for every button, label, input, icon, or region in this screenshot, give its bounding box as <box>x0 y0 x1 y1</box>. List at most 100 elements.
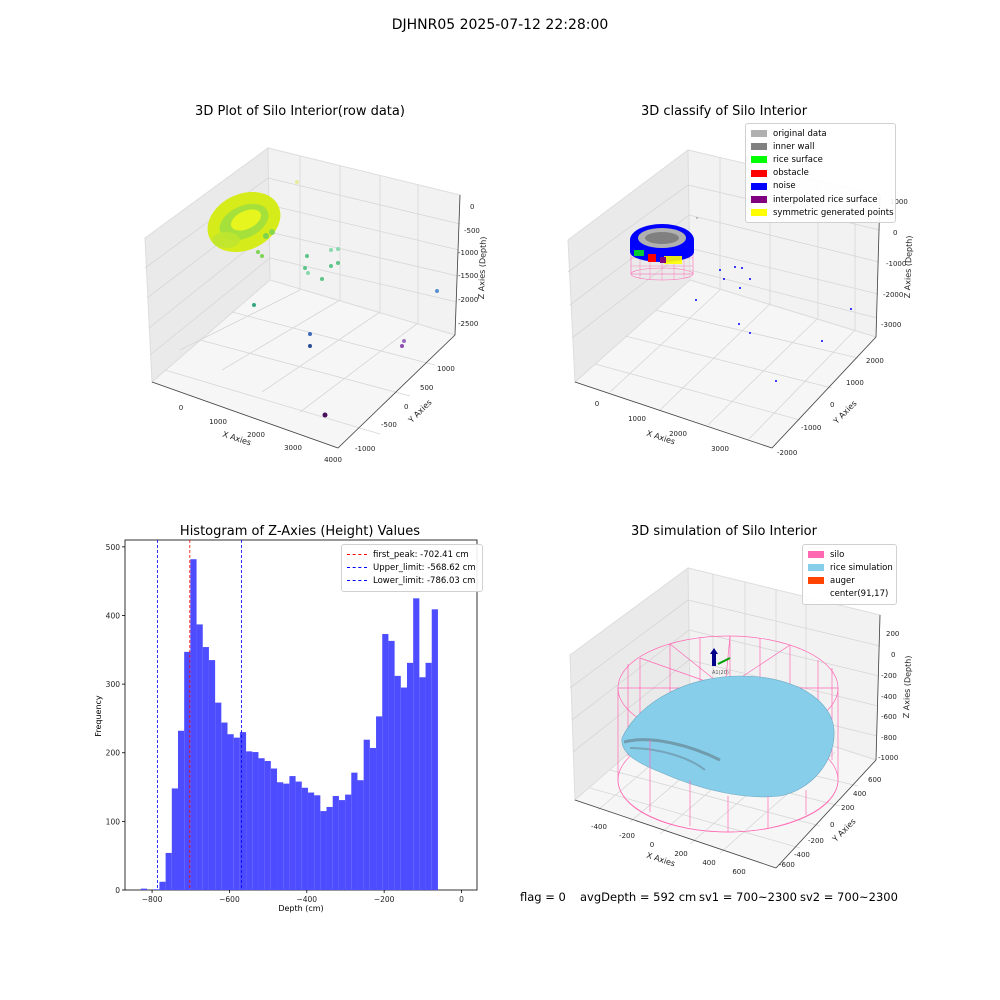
panel4-x-tick: 600 <box>732 868 745 876</box>
panel4-3d-plot[interactable]: A1(20) -400 -200 0 200 400 600 -600 -400… <box>560 560 920 880</box>
legend-item: rice simulation <box>808 561 893 574</box>
histogram-bar <box>320 811 327 890</box>
legend-item: center(91,17) <box>808 588 891 601</box>
histogram-bar <box>425 662 432 890</box>
panel4-x-tick: 400 <box>702 859 715 867</box>
histogram-bar <box>326 806 333 890</box>
panel1-y-tick: 500 <box>420 384 433 392</box>
legend-swatch <box>808 577 824 585</box>
histogram-y-label: Frequency <box>94 695 103 737</box>
histogram-bar <box>357 780 364 890</box>
histogram-bar <box>264 760 271 890</box>
histogram-bar <box>252 752 259 890</box>
panel2-z-label: Z Axies (Depth) <box>903 235 914 298</box>
legend-label: Lower_limit: -786.03 cm <box>373 575 476 586</box>
histogram-bar <box>345 794 352 890</box>
histogram-bar <box>406 662 414 890</box>
panel2-legend: original data inner wall rice surface obsta… <box>745 123 896 224</box>
histogram-bar <box>301 787 308 890</box>
panel4-y-tick: 200 <box>841 804 854 812</box>
panel2-z-tick: -2000 <box>883 291 903 299</box>
panel4-x-tick: 0 <box>650 841 654 849</box>
legend-swatch <box>347 554 367 556</box>
panel1-title: 3D Plot of Silo Interior(row data) <box>195 104 405 119</box>
histogram-bar <box>270 768 278 890</box>
histogram-bar <box>177 730 185 890</box>
histogram-bar <box>363 739 370 890</box>
histogram-legend: first_peak: -702.41 cm Upper_limit: -568.… <box>341 544 483 592</box>
histogram-bar <box>184 651 191 890</box>
sv2-text: sv2 = 700~2300 <box>800 890 898 904</box>
sv1-text: sv1 = 700~2300 <box>699 890 797 904</box>
panel1-z-label: Z Axies (Depth) <box>477 236 488 299</box>
panel1-3d-plot[interactable]: 0 1000 2000 3000 4000 -1000 -500 0 500 1… <box>130 140 500 470</box>
legend-item: symmetric generated points <box>751 206 894 219</box>
panel2-y-tick: -1000 <box>801 424 821 432</box>
panel1-z-tick: -1000 <box>458 249 478 257</box>
panel4-x-tick: -400 <box>591 823 607 831</box>
panel4-silo-simulation: A1(20) <box>617 635 839 833</box>
histogram-bar <box>413 598 420 890</box>
legend-item: original data <box>751 127 890 140</box>
histogram-bar <box>258 758 265 890</box>
panel2-y-tick: 0 <box>830 401 834 409</box>
legend-label: first_peak: -702.41 cm <box>373 549 469 560</box>
legend-swatch <box>808 591 824 598</box>
panel4-y-tick: 600 <box>868 776 881 784</box>
histogram-bar <box>202 647 209 890</box>
panel4-ticks: -400 -200 0 200 400 600 -600 -400 -200 0… <box>591 630 899 876</box>
panel1-z-tick: -2000 <box>458 296 478 304</box>
legend-label: inner wall <box>773 141 815 152</box>
legend-item: Upper_limit: -568.62 cm <box>347 561 477 574</box>
histogram-y-tick: 0 <box>115 886 120 895</box>
legend-swatch <box>751 169 767 177</box>
histogram-chart[interactable]: −800 −600 −400 −200 0 0 100 200 300 400 500 Depth… <box>90 530 490 920</box>
panel1-y-tick: 0 <box>404 403 408 411</box>
histogram-bar <box>171 788 178 890</box>
legend-label: Upper_limit: -568.62 cm <box>373 562 476 573</box>
histogram-bar <box>419 677 426 890</box>
panel4-x-tick: 200 <box>674 850 687 858</box>
panel1-x-tick: 1000 <box>209 418 227 426</box>
histogram-bar <box>159 881 166 890</box>
histogram-bar <box>165 852 172 890</box>
panel2-x-tick: 1000 <box>628 415 646 423</box>
histogram-bar <box>227 734 234 890</box>
histogram-bar <box>332 795 339 890</box>
histogram-bar <box>221 722 228 890</box>
histogram-bar <box>351 772 358 890</box>
panel2-z-tick: -3000 <box>881 321 901 329</box>
legend-swatch <box>751 182 767 190</box>
panel1-y-tick: 1000 <box>437 365 455 373</box>
legend-item: inner wall <box>751 140 890 153</box>
histogram-x-tick: −400 <box>296 895 317 904</box>
histogram-x-tick: 0 <box>459 895 464 904</box>
histogram-bar <box>190 559 197 890</box>
panel4-x-label: X Axies <box>645 851 676 869</box>
histogram-bar <box>215 702 222 890</box>
panel1-z-tick: 0 <box>470 203 474 211</box>
avg-depth-text: avgDepth = 592 cm <box>580 890 697 904</box>
legend-label: interpolated rice surface <box>773 194 878 205</box>
panel4-y-tick: -400 <box>794 851 810 859</box>
histogram-bar <box>233 737 240 890</box>
legend-item: interpolated rice surface <box>751 193 890 206</box>
histogram-bar <box>153 889 160 890</box>
legend-swatch <box>808 564 824 572</box>
histogram-bar <box>307 792 315 890</box>
histogram-bar <box>394 675 401 890</box>
histogram-bar <box>431 609 438 890</box>
panel2-title: 3D classify of Silo Interior <box>640 104 808 119</box>
panel2-z-tick: 0 <box>893 229 897 237</box>
histogram-bar <box>382 634 389 890</box>
legend-swatch <box>347 580 367 582</box>
panel1-point-cloud <box>207 180 439 418</box>
histogram-bar <box>295 781 302 890</box>
panel2-y-tick: 1000 <box>846 379 864 387</box>
svg-text:A1(20): A1(20) <box>712 670 729 676</box>
legend-swatch <box>751 130 767 138</box>
histogram-title: Histogram of Z-Axies (Height) Values <box>179 524 421 539</box>
panel2-x-tick: 3000 <box>711 445 729 453</box>
panel2-y-label: Y Axies <box>831 399 859 427</box>
panel4-y-tick: 0 <box>830 821 834 829</box>
